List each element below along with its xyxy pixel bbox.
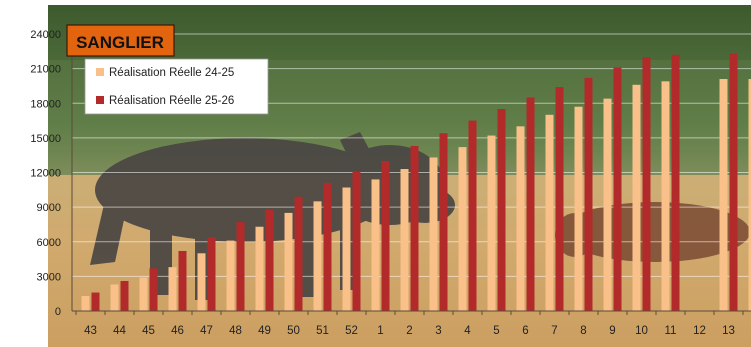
bar-series-2-51 — [323, 182, 332, 311]
bar-series-1-13 — [719, 79, 728, 311]
legend-label-series-1: Réalisation Réelle 24-25 — [109, 67, 234, 79]
x-tick-label: 49 — [258, 325, 271, 337]
x-tick-label: 52 — [345, 325, 358, 337]
x-tick-label: 43 — [84, 325, 97, 337]
y-tick-label: 15000 — [30, 133, 61, 145]
bar-series-2-6 — [526, 97, 535, 312]
bar-series-1-5 — [487, 135, 496, 311]
bar-series-2-50 — [294, 196, 303, 311]
bar-series-2-48 — [236, 222, 245, 311]
legend-item-series-2: Réalisation Réelle 25-26 — [96, 95, 234, 107]
bar-series-1-51 — [313, 201, 322, 311]
y-axis: 0 3000 6000 9000 12000 15000 18000 21000 24000 — [30, 29, 61, 318]
bar-series-1-6 — [516, 126, 525, 311]
bar-series-1-44 — [110, 284, 119, 311]
y-tick-label: 3000 — [37, 271, 61, 283]
bar-series-1-8 — [574, 106, 583, 312]
bar-series-1-1 — [371, 179, 380, 311]
bar-series-1-48 — [226, 240, 235, 311]
x-tick-label: 10 — [635, 325, 648, 337]
x-tick-label: 51 — [316, 325, 329, 337]
x-tick-label: 9 — [609, 325, 615, 337]
bar-series-2-45 — [149, 268, 158, 311]
x-tick-label: 8 — [580, 325, 586, 337]
x-tick-label: 2 — [406, 325, 412, 337]
bars — [81, 53, 751, 312]
y-tick-label: 9000 — [37, 202, 61, 214]
bar-series-1-46 — [168, 267, 177, 311]
bar-series-2-7 — [555, 87, 564, 311]
x-tick-label: 5 — [493, 325, 499, 337]
x-tick-label: 7 — [551, 325, 557, 337]
y-tick-label: 21000 — [30, 64, 61, 76]
bar-series-2-13 — [729, 53, 738, 311]
bar-series-1-50 — [284, 212, 293, 311]
bar-series-2-44 — [120, 280, 129, 311]
bar-series-2-8 — [584, 77, 593, 311]
legend-swatch-series-2 — [96, 96, 104, 104]
x-tick-label: 12 — [693, 325, 706, 337]
bar-series-2-46 — [178, 250, 187, 311]
chart-title-box: SANGLIER — [66, 24, 175, 57]
bar-series-2-49 — [265, 209, 274, 311]
bar-series-2-4 — [468, 120, 477, 311]
y-tick-label: 6000 — [37, 237, 61, 249]
x-axis: 434445464748495051521234567891011121314 — [71, 34, 751, 337]
bar-series-1-2 — [400, 169, 409, 311]
bar-series-2-52 — [352, 171, 361, 311]
bar-series-1-52 — [342, 187, 351, 311]
bar-series-2-9 — [613, 67, 622, 312]
y-tick-label: 24000 — [30, 29, 61, 41]
bar-series-1-45 — [139, 277, 148, 311]
x-tick-label: 1 — [377, 325, 383, 337]
bar-series-1-9 — [603, 98, 612, 311]
y-tick-label: 0 — [55, 306, 61, 318]
x-tick-label: 44 — [113, 325, 126, 337]
x-tick-label: 50 — [287, 325, 300, 337]
bar-series-1-49 — [255, 226, 264, 311]
legend-swatch-series-1 — [96, 68, 104, 76]
bar-series-2-1 — [381, 160, 390, 311]
legend-label-series-2: Réalisation Réelle 25-26 — [109, 95, 234, 107]
x-tick-label: 4 — [464, 325, 471, 337]
x-tick-label: 48 — [229, 325, 242, 337]
x-tick-label: 3 — [435, 325, 441, 337]
legend: Réalisation Réelle 24-25 Réalisation Rée… — [84, 58, 269, 115]
x-tick-label: 13 — [722, 325, 735, 337]
bar-series-1-43 — [81, 295, 90, 311]
chart-title: SANGLIER — [76, 33, 164, 52]
x-tick-label: 45 — [142, 325, 155, 337]
bar-series-1-7 — [545, 114, 554, 312]
x-tick-label: 46 — [171, 325, 184, 337]
bar-series-1-3 — [429, 157, 438, 311]
bar-series-1-10 — [632, 84, 641, 312]
bar-series-1-14 — [748, 79, 751, 311]
bar-series-2-10 — [642, 57, 651, 312]
x-tick-label: 47 — [200, 325, 213, 337]
bar-series-2-47 — [207, 237, 216, 311]
bar-series-2-2 — [410, 145, 419, 311]
legend-item-series-1: Réalisation Réelle 24-25 — [96, 67, 234, 79]
x-tick-label: 6 — [522, 325, 528, 337]
bar-series-2-11 — [671, 54, 680, 312]
x-tick-label: 11 — [665, 325, 677, 337]
y-tick-label: 12000 — [30, 168, 61, 180]
bar-series-1-11 — [661, 81, 670, 311]
bar-series-2-43 — [91, 292, 100, 311]
bar-series-2-3 — [439, 133, 448, 311]
bar-series-2-5 — [497, 109, 506, 311]
y-tick-label: 18000 — [30, 98, 61, 110]
bar-series-1-4 — [458, 147, 467, 311]
bar-series-1-47 — [197, 253, 206, 311]
